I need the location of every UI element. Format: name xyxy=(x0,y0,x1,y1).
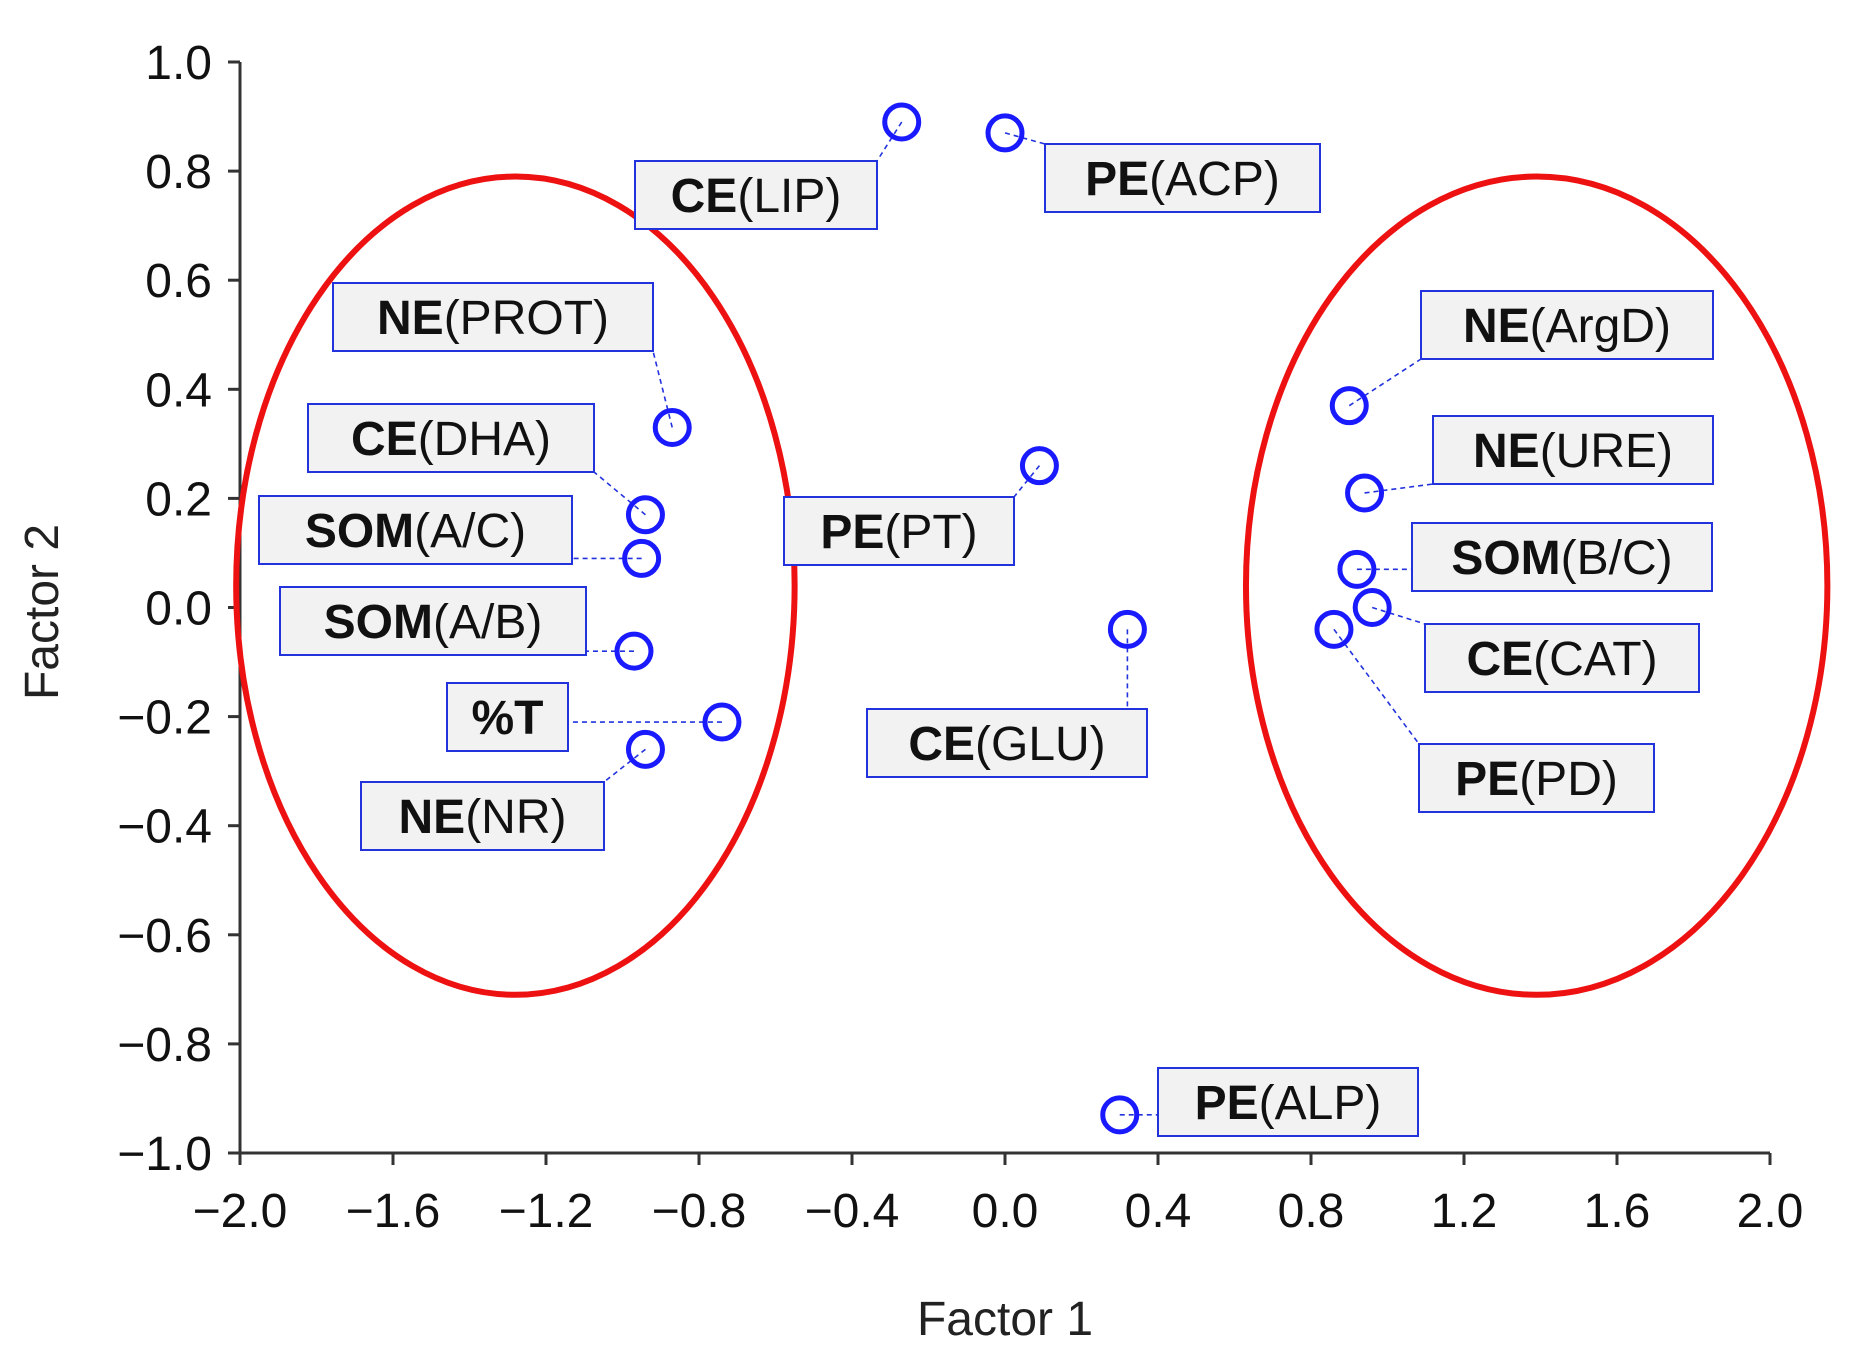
leader-line xyxy=(1013,465,1041,498)
x-axis-title: Factor 1 xyxy=(917,1293,1093,1346)
point-label-box xyxy=(634,160,878,230)
point-marker xyxy=(1345,473,1385,513)
point-marker xyxy=(622,538,662,578)
point-label: SOM(A/C) xyxy=(305,505,526,558)
point-label: SOM(B/C) xyxy=(1451,532,1672,585)
x-tick-label: −2.0 xyxy=(193,1185,288,1238)
group-ellipses xyxy=(233,173,1831,998)
point-marker xyxy=(1019,446,1059,486)
point-label-box xyxy=(446,682,569,752)
x-tick-label: −0.8 xyxy=(652,1185,747,1238)
leader-lines xyxy=(568,121,1434,1116)
point-label-box xyxy=(279,586,587,656)
point-label: CE(LIP) xyxy=(671,170,842,223)
y-tick-label: 0.0 xyxy=(145,583,212,636)
y-tick-label: 0.4 xyxy=(145,364,212,417)
point-markers xyxy=(614,102,1392,1135)
leader-line xyxy=(1333,628,1420,745)
y-tick-label: −0.4 xyxy=(117,801,212,854)
point-label: NE(NR) xyxy=(399,791,567,844)
y-axis-title: Factor 2 xyxy=(16,524,69,700)
point-marker xyxy=(1100,1095,1140,1135)
point-label-box xyxy=(332,282,654,352)
point-labels: CE(LIP) PE(ACP) NE(PROT) CE(DHA) SOM(A/C) SOM… xyxy=(258,143,1714,1137)
point-marker xyxy=(625,729,665,769)
y-tick-label: 0.2 xyxy=(145,473,212,526)
point-label-box xyxy=(1418,743,1655,813)
point-marker xyxy=(1337,549,1377,589)
point-label: CE(DHA) xyxy=(351,413,551,466)
point-marker xyxy=(702,702,742,742)
point-marker xyxy=(652,407,692,447)
y-tick-label: −0.8 xyxy=(117,1019,212,1072)
point-label: PE(PT) xyxy=(820,506,977,559)
point-label: CE(CAT) xyxy=(1466,633,1657,686)
point-label: NE(URE) xyxy=(1473,425,1673,478)
point-marker xyxy=(1352,588,1392,627)
point-label-box xyxy=(1411,522,1713,592)
leader-line xyxy=(876,121,903,162)
point-label-box xyxy=(360,781,605,851)
leader-line xyxy=(1371,606,1426,625)
point-label-box xyxy=(1420,290,1714,360)
point-marker xyxy=(1107,609,1147,649)
point-label-box xyxy=(866,708,1148,778)
leader-line xyxy=(1004,132,1046,145)
leader-line xyxy=(593,471,646,516)
y-tick-label: 1.0 xyxy=(145,37,212,90)
point-label: NE(ArgD) xyxy=(1463,300,1671,353)
y-tick-label: −0.6 xyxy=(117,910,212,963)
y-tick-label: −0.2 xyxy=(117,692,212,745)
y-tick-label: 0.8 xyxy=(145,146,212,199)
y-axis-ticks: 1.0 0.8 0.6 0.4 0.2 0.0 −0.2 −0.4 −0.6 −0.8 −1.0 xyxy=(117,37,240,1181)
leader-line xyxy=(652,350,674,428)
x-axis-ticks: −2.0 −1.6 −1.2 −0.8 −0.4 0.0 0.4 0.8 1.2 1.6 2.0 xyxy=(193,1153,1804,1238)
point-label: PE(ALP) xyxy=(1195,1077,1382,1130)
point-label-box xyxy=(1044,143,1321,213)
axes: −2.0 −1.6 −1.2 −0.8 −0.4 0.0 0.4 0.8 1.2 1.6 2.0 1… xyxy=(117,37,1803,1238)
point-label: CE(GLU) xyxy=(908,718,1105,771)
point-label: SOM(A/B) xyxy=(324,596,543,649)
point-marker xyxy=(1314,609,1354,649)
point-label: PE(ACP) xyxy=(1085,153,1280,206)
point-label-box xyxy=(258,495,573,565)
x-tick-label: −1.6 xyxy=(346,1185,441,1238)
x-tick-label: 1.6 xyxy=(1584,1185,1651,1238)
leader-line xyxy=(1348,358,1422,407)
point-marker xyxy=(614,631,654,671)
point-label: %T xyxy=(472,692,544,745)
x-tick-label: −0.4 xyxy=(805,1185,900,1238)
y-tick-label: 0.6 xyxy=(145,255,212,308)
x-tick-label: 0.0 xyxy=(972,1185,1039,1238)
point-label-box xyxy=(307,403,595,473)
point-label-box xyxy=(1424,623,1700,693)
point-marker xyxy=(985,113,1025,153)
x-tick-label: 0.4 xyxy=(1125,1185,1192,1238)
point-label: NE(PROT) xyxy=(377,292,609,345)
x-tick-label: 1.2 xyxy=(1431,1185,1498,1238)
point-label-box xyxy=(783,496,1015,566)
point-marker xyxy=(882,102,922,142)
point-marker xyxy=(1329,386,1369,426)
leader-line xyxy=(1364,483,1434,494)
group-ellipse xyxy=(233,173,798,998)
x-tick-label: 2.0 xyxy=(1737,1185,1804,1238)
point-label: PE(PD) xyxy=(1455,753,1618,806)
x-tick-label: 0.8 xyxy=(1278,1185,1345,1238)
point-marker xyxy=(625,495,665,535)
group-ellipse xyxy=(1242,173,1831,998)
point-label-box xyxy=(1157,1067,1419,1137)
point-label-box xyxy=(1432,415,1714,485)
x-tick-label: −1.2 xyxy=(499,1185,594,1238)
y-tick-label: −1.0 xyxy=(117,1128,212,1181)
